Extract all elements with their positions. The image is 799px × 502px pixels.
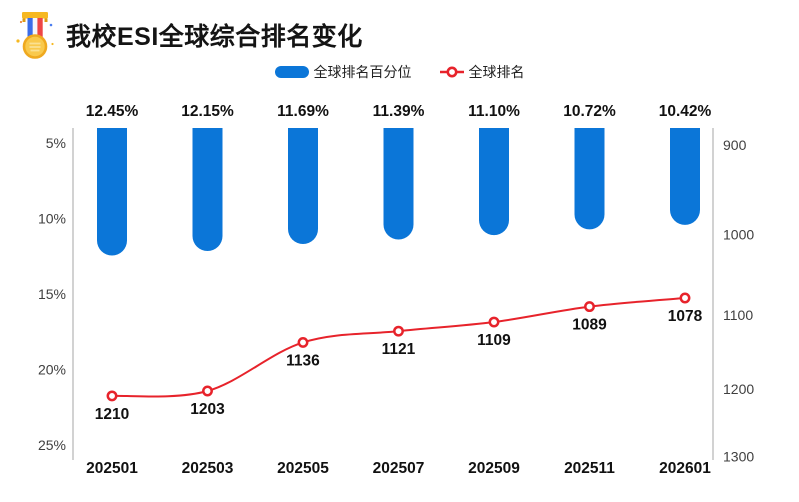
x-axis-label: 202601 [659,460,711,477]
bar-202505[interactable] [288,128,318,245]
left-axis-tick: 10% [38,211,66,227]
x-axis-label: 202503 [182,460,234,477]
bar-value-label: 11.69% [277,103,329,120]
rank-point-202601[interactable] [679,292,691,304]
bar-202509[interactable] [479,128,509,236]
rank-value-label: 1203 [190,401,225,418]
rank-point-202509[interactable] [488,316,500,328]
rank-point-202501[interactable] [106,390,118,402]
left-axis-tick: 25% [38,437,66,453]
legend-item-percentile[interactable]: 全球排名百分位 [274,62,412,82]
legend-label: 全球排名 [468,64,525,80]
rank-point-202507[interactable] [393,325,404,337]
bar-value-label: 12.45% [86,103,139,120]
header: 我校ESI全球综合排名变化 [14,8,363,62]
bar-swatch-icon [274,66,309,78]
left-axis-tick: 20% [38,362,66,378]
x-axis-label: 202507 [373,460,425,477]
bar-202501[interactable] [97,128,127,256]
bar-202511[interactable] [574,128,605,230]
legend: 全球排名百分位 全球排名 [0,62,799,82]
rank-value-label: 1210 [95,406,129,423]
x-axis-label: 202505 [277,460,329,477]
x-axis-label: 202509 [468,460,520,477]
right-axis-tick: 900 [723,137,747,153]
rank-point-202505[interactable] [297,336,309,348]
legend-label: 全球排名百分位 [313,64,412,80]
rank-value-label: 1121 [382,341,416,358]
legend-item-rank[interactable]: 全球排名 [439,62,525,82]
rank-point-202503[interactable] [202,385,213,397]
bar-value-label: 11.10% [468,103,520,120]
right-axis-tick: 1200 [723,381,754,397]
rank-value-label: 1136 [286,352,320,369]
bar-value-label: 12.15% [181,103,234,120]
rank-point-202511[interactable] [584,301,595,313]
bar-202507[interactable] [383,128,414,240]
line-circle-swatch-icon [439,66,464,78]
bar-value-label: 10.72% [563,103,616,120]
left-axis-tick: 5% [46,135,66,151]
bar-value-label: 10.42% [659,103,712,120]
rank-value-label: 1078 [668,308,703,325]
bar-202601[interactable] [670,128,700,225]
rank-value-label: 1089 [572,317,607,334]
x-axis-label: 202501 [86,460,138,477]
right-axis-tick: 1000 [723,226,754,242]
bar-202503[interactable] [192,128,223,251]
medal-icon [16,12,54,59]
bar-value-label: 11.39% [373,103,425,120]
x-axis-label: 202511 [564,460,615,477]
right-axis-tick: 1100 [723,307,753,323]
right-axis-tick: 1300 [723,449,754,465]
rank-value-label: 1109 [477,332,511,349]
page-title: 我校ESI全球综合排名变化 [66,23,363,51]
left-axis-tick: 15% [38,286,66,302]
